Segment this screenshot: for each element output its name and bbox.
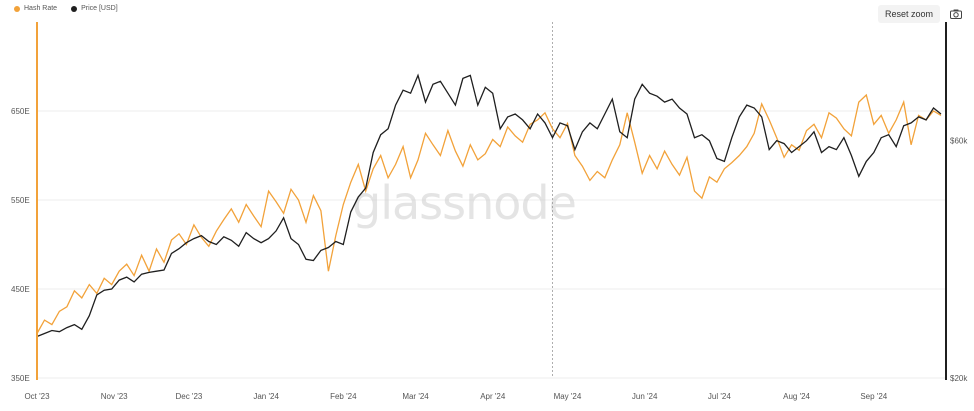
x-tick-label: Dec '23: [175, 392, 202, 401]
legend-price-label: Price [USD]: [81, 5, 118, 12]
series-line-hash-rate: [36, 93, 942, 334]
chart-toolbar: Reset zoom: [877, 5, 964, 23]
x-tick-label: May '24: [554, 392, 582, 401]
y-right-tick-label: $60k: [950, 137, 968, 146]
x-axis-ticks: Oct '23 Nov '23 Dec '23 Jan '24 Feb '24 Mar '…: [24, 392, 887, 401]
camera-icon[interactable]: [948, 7, 964, 21]
y-right-tick-label: $20k: [950, 374, 968, 383]
x-tick-label: Jul '24: [708, 392, 731, 401]
x-tick-label: Sep '24: [860, 392, 887, 401]
right-axis-ticks: $20k $60k: [950, 137, 968, 383]
legend-item-price[interactable]: Price [USD]: [71, 5, 118, 12]
hash-rate-dot-icon: [14, 5, 20, 12]
left-axis-ticks: 350E 450E 550E 650E: [11, 107, 30, 383]
y-left-tick-label: 350E: [11, 374, 30, 383]
x-tick-label: Mar '24: [402, 392, 429, 401]
y-left-tick-label: 650E: [11, 107, 30, 116]
series-line-price: [36, 73, 942, 338]
x-tick-label: Jan '24: [253, 392, 279, 401]
x-tick-label: Jun '24: [632, 392, 658, 401]
grid-lines: [37, 110, 946, 379]
legend: Hash Rate Price [USD]: [14, 5, 118, 12]
x-tick-label: Oct '23: [24, 392, 50, 401]
y-left-tick-label: 550E: [11, 196, 30, 205]
reset-zoom-button[interactable]: Reset zoom: [877, 5, 940, 23]
x-tick-label: Aug '24: [783, 392, 810, 401]
watermark-text: glassnode: [352, 176, 576, 230]
legend-item-hash-rate[interactable]: Hash Rate: [14, 5, 57, 12]
x-tick-label: Nov '23: [101, 392, 128, 401]
x-tick-label: Apr '24: [480, 392, 506, 401]
y-left-tick-label: 450E: [11, 285, 30, 294]
x-tick-label: Feb '24: [330, 392, 357, 401]
legend-hash-rate-label: Hash Rate: [24, 5, 58, 12]
price-dot-icon: [71, 5, 78, 12]
